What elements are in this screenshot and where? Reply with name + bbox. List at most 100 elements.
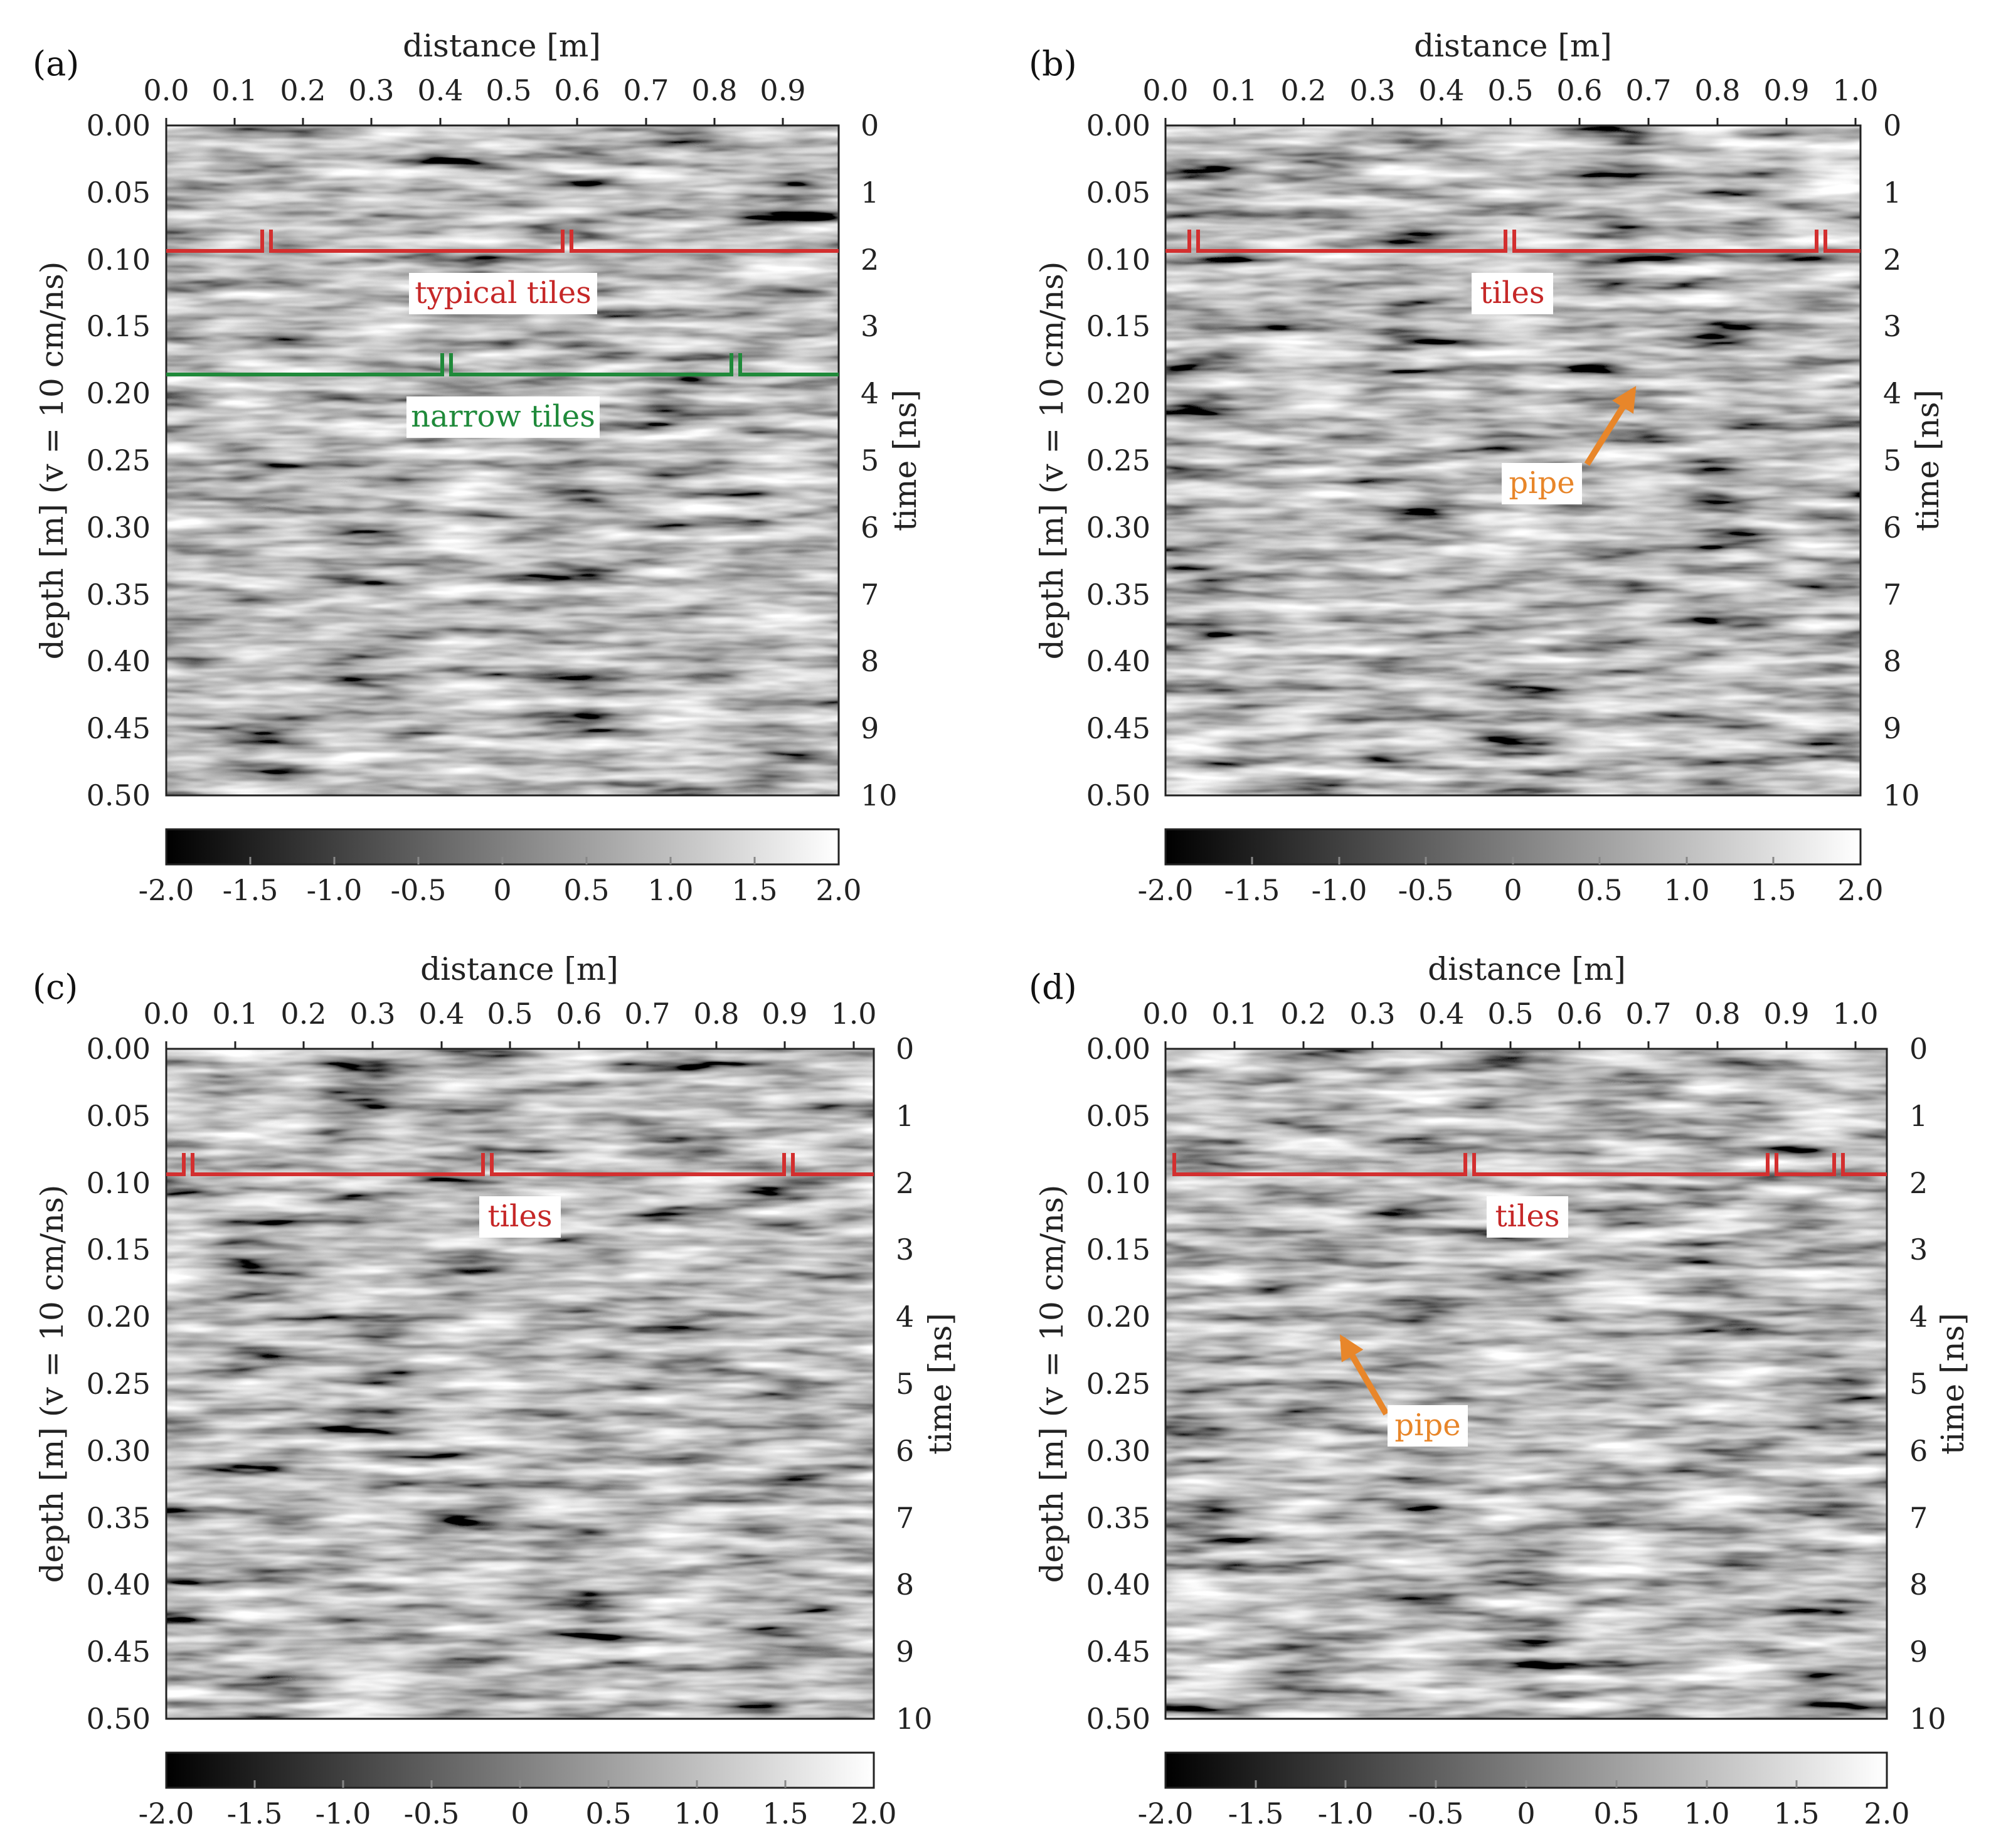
colorbar-ticks-c: -2.0 -1.5 -1.0 -0.5 0 0.5 1.0 1.5 2.0 bbox=[139, 1797, 897, 1830]
label-pipe-b: pipe bbox=[1509, 465, 1574, 501]
x-tick-a-8: 0.8 bbox=[691, 73, 737, 107]
y-axis-label-left-b: depth [m] (v = 10 cm/ns) bbox=[1034, 262, 1070, 660]
x-tick-c-5: 0.5 bbox=[487, 997, 533, 1031]
colorbar-tick-b-4: 0 bbox=[1504, 873, 1522, 907]
colorbar-tick-marks-a bbox=[249, 857, 756, 864]
depth-tick-a-1: 0.05 bbox=[87, 176, 151, 210]
time-tick-b-3: 3 bbox=[1883, 309, 1901, 343]
label-pipe-d: pipe bbox=[1394, 1408, 1460, 1443]
time-tick-a-0: 0 bbox=[861, 109, 879, 142]
annotation-tiles-b: tiles bbox=[1165, 230, 1861, 314]
x-ticks-b: 0.0 0.1 0.2 0.3 0.4 0.5 0.6 0.7 0.8 0.9 … bbox=[1142, 73, 1878, 107]
depth-tick-b-3: 0.15 bbox=[1086, 309, 1150, 343]
depth-ticks-a: 0.00 0.05 0.10 0.15 0.20 0.25 0.30 0.35 … bbox=[87, 109, 151, 812]
time-tick-d-3: 3 bbox=[1909, 1233, 1928, 1267]
y-axis-label-left-c: depth [m] (v = 10 cm/ns) bbox=[34, 1185, 70, 1583]
radargram-d bbox=[1165, 1049, 1887, 1719]
x-tick-c-10: 1.0 bbox=[831, 997, 876, 1031]
x-axis-label-c: distance [m] bbox=[420, 951, 618, 987]
colorbar-tick-c-8: 2.0 bbox=[851, 1797, 896, 1830]
time-tick-b-6: 6 bbox=[1883, 511, 1901, 544]
x-tick-c-2: 0.2 bbox=[280, 997, 326, 1031]
x-tick-b-7: 0.7 bbox=[1625, 73, 1671, 107]
panel-letter-c: (c) bbox=[33, 967, 78, 1007]
depth-tick-d-8: 0.40 bbox=[1086, 1568, 1150, 1601]
colorbar-tick-b-6: 1.0 bbox=[1664, 873, 1709, 907]
depth-tick-a-6: 0.30 bbox=[87, 511, 151, 544]
x-tick-b-2: 0.2 bbox=[1280, 73, 1326, 107]
depth-tick-c-0: 0.00 bbox=[87, 1032, 151, 1066]
depth-tick-a-9: 0.45 bbox=[87, 711, 151, 745]
time-ticks-c: 0 1 2 3 4 5 6 7 8 9 10 bbox=[896, 1032, 933, 1736]
time-tick-c-9: 9 bbox=[896, 1635, 914, 1669]
colorbar-tick-c-7: 1.5 bbox=[762, 1797, 808, 1830]
y-axis-label-right-c: time [ns] bbox=[922, 1313, 958, 1455]
colorbar-tick-d-3: -0.5 bbox=[1408, 1797, 1464, 1830]
depth-tick-b-9: 0.45 bbox=[1086, 711, 1150, 745]
depth-tick-a-5: 0.25 bbox=[87, 443, 151, 477]
depth-tick-c-2: 0.10 bbox=[87, 1166, 151, 1200]
x-tick-b-9: 0.9 bbox=[1763, 73, 1809, 107]
colorbar-tick-a-8: 2.0 bbox=[815, 873, 861, 907]
time-tick-c-8: 8 bbox=[896, 1568, 914, 1601]
label-tiles-d: tiles bbox=[1495, 1199, 1559, 1234]
x-tick-marks-c bbox=[165, 1041, 855, 1049]
time-tick-c-2: 2 bbox=[896, 1166, 914, 1200]
x-tick-b-4: 0.4 bbox=[1418, 73, 1464, 107]
time-tick-d-6: 6 bbox=[1909, 1434, 1928, 1468]
x-ticks-a: 0.0 0.1 0.2 0.3 0.4 0.5 0.6 0.7 0.8 0.9 bbox=[143, 73, 805, 107]
x-tick-d-7: 0.7 bbox=[1625, 997, 1671, 1031]
time-tick-c-4: 4 bbox=[896, 1300, 914, 1334]
colorbar-tick-c-6: 1.0 bbox=[674, 1797, 719, 1830]
x-tick-b-1: 0.1 bbox=[1211, 73, 1257, 107]
radargram-a bbox=[166, 125, 839, 795]
colorbar-tick-a-7: 1.5 bbox=[731, 873, 777, 907]
x-tick-a-4: 0.4 bbox=[417, 73, 463, 107]
pipe-arrow-d bbox=[1339, 1334, 1389, 1416]
colorbar-tick-d-0: -2.0 bbox=[1138, 1797, 1194, 1830]
x-tick-a-6: 0.6 bbox=[554, 73, 600, 107]
x-tick-marks-a bbox=[165, 118, 784, 125]
time-tick-c-6: 6 bbox=[896, 1434, 914, 1468]
depth-tick-b-8: 0.40 bbox=[1086, 644, 1150, 678]
annotation-tiles-c: tiles bbox=[166, 1153, 874, 1238]
x-tick-d-8: 0.8 bbox=[1694, 997, 1740, 1031]
colorbar-tick-c-1: -1.5 bbox=[227, 1797, 283, 1830]
time-tick-c-1: 1 bbox=[896, 1099, 914, 1133]
colorbar-tick-b-8: 2.0 bbox=[1837, 873, 1883, 907]
colorbar-tick-d-2: -1.0 bbox=[1318, 1797, 1374, 1830]
x-tick-a-0: 0.0 bbox=[143, 73, 189, 107]
label-narrow-tiles: narrow tiles bbox=[411, 399, 595, 434]
label-typical-tiles: typical tiles bbox=[415, 275, 592, 311]
time-tick-a-10: 10 bbox=[861, 778, 898, 812]
x-tick-c-7: 0.7 bbox=[624, 997, 670, 1031]
colorbar-tick-marks-c bbox=[253, 1780, 787, 1788]
plot-frame-a bbox=[165, 124, 840, 797]
panel-letter-b: (b) bbox=[1029, 44, 1077, 83]
x-tick-d-3: 0.3 bbox=[1349, 997, 1395, 1031]
colorbar-tick-a-2: -1.0 bbox=[307, 873, 363, 907]
colorbar-tick-a-1: -1.5 bbox=[223, 873, 279, 907]
depth-tick-a-3: 0.15 bbox=[87, 309, 151, 343]
label-tiles-c: tiles bbox=[487, 1199, 552, 1234]
depth-tick-c-7: 0.35 bbox=[87, 1501, 151, 1535]
colorbar-tick-marks-b bbox=[1251, 857, 1775, 864]
x-tick-d-4: 0.4 bbox=[1418, 997, 1464, 1031]
time-tick-c-7: 7 bbox=[896, 1501, 914, 1535]
label-tiles-b: tiles bbox=[1480, 275, 1544, 311]
y-axis-label-right-d: time [ns] bbox=[1935, 1313, 1971, 1455]
plot-frame-c bbox=[165, 1048, 875, 1720]
depth-tick-d-0: 0.00 bbox=[1086, 1032, 1150, 1066]
pipe-arrow-b bbox=[1584, 386, 1637, 466]
x-axis-label-b: distance [m] bbox=[1414, 28, 1612, 64]
time-tick-d-8: 8 bbox=[1909, 1568, 1928, 1601]
time-tick-a-7: 7 bbox=[861, 578, 879, 612]
x-tick-c-3: 0.3 bbox=[349, 997, 395, 1031]
time-ticks-b: 0 1 2 3 4 5 6 7 8 9 10 bbox=[1883, 109, 1920, 812]
x-tick-c-1: 0.1 bbox=[212, 997, 258, 1031]
time-tick-a-9: 9 bbox=[861, 711, 879, 745]
depth-tick-a-4: 0.20 bbox=[87, 376, 151, 410]
depth-tick-b-5: 0.25 bbox=[1086, 443, 1150, 477]
annotation-narrow-tiles-a: narrow tiles bbox=[166, 353, 839, 438]
x-ticks-c: 0.0 0.1 0.2 0.3 0.4 0.5 0.6 0.7 0.8 0.9 … bbox=[143, 997, 876, 1031]
